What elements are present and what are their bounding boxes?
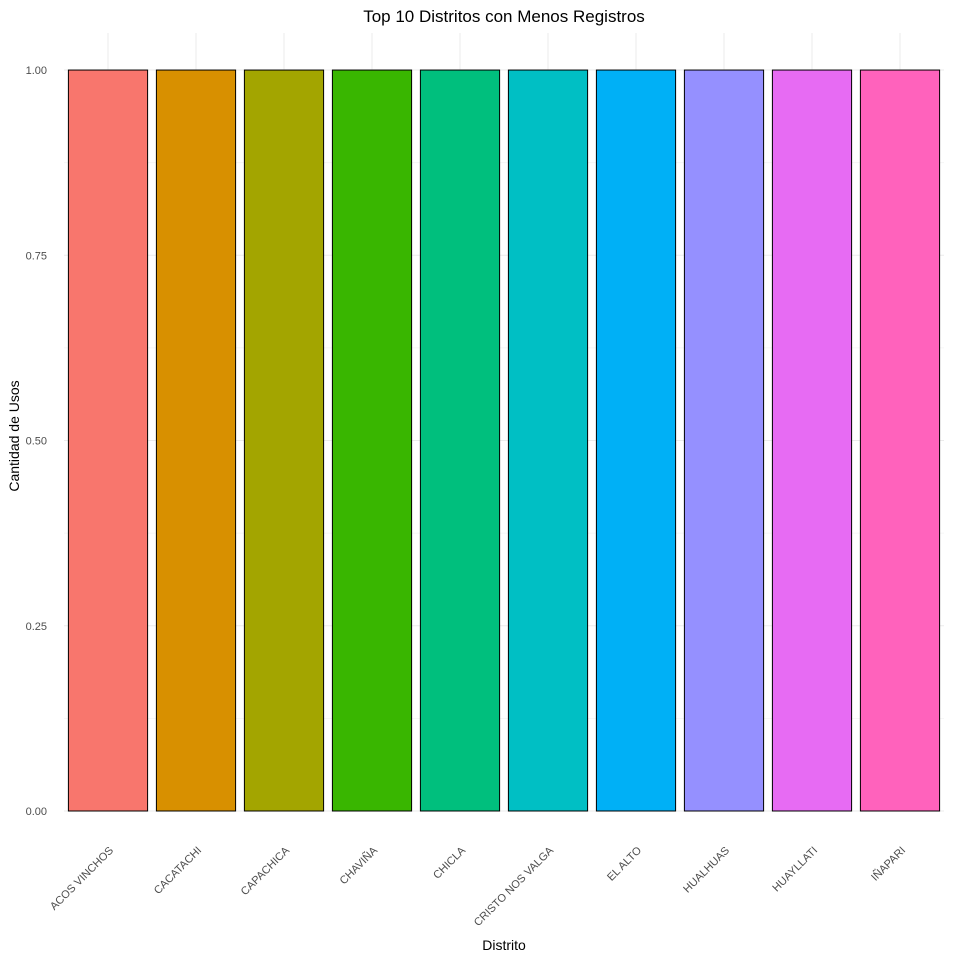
y-tick-label: 0.25 [26, 621, 47, 633]
y-axis-ticks: 0.00 0.25 0.50 0.75 1.00 [26, 65, 47, 818]
x-tick-label: IÑAPARI [868, 844, 908, 884]
bar [419, 69, 501, 812]
bar [859, 69, 941, 812]
y-tick-label: 0.75 [26, 250, 47, 262]
bar [155, 69, 237, 812]
x-tick-label: CHAVIÑA [337, 843, 381, 887]
x-tick-label: CRISTO NOS VALGA [472, 844, 557, 929]
bar [331, 69, 413, 812]
y-tick-label: 0.00 [26, 806, 47, 818]
x-tick-label: CHICLA [431, 844, 468, 881]
x-tick-label: CAPACHICA [239, 844, 293, 898]
x-axis-title: Distrito [482, 937, 526, 953]
y-axis-title: Cantidad de Usos [6, 380, 22, 491]
x-tick-label: EL ALTO [605, 844, 644, 883]
x-tick-label: HUALHUAS [681, 845, 732, 896]
bar [771, 69, 853, 812]
bar [507, 69, 589, 812]
x-tick-label: HUAYLLATI [770, 845, 820, 895]
x-tick-label: CACATACHI [152, 845, 204, 897]
bars [67, 69, 941, 812]
y-tick-label: 1.00 [26, 65, 47, 77]
bar [67, 69, 149, 812]
bar [683, 69, 765, 812]
x-axis-ticks: ACOS VINCHOS CACATACHI CAPACHICA CHAVIÑA CHI… [48, 843, 908, 928]
bar [595, 69, 677, 812]
x-tick-label: ACOS VINCHOS [48, 845, 116, 913]
chart-title: Top 10 Distritos con Menos Registros [363, 7, 645, 26]
y-tick-label: 0.50 [26, 436, 47, 448]
bar [243, 69, 325, 812]
